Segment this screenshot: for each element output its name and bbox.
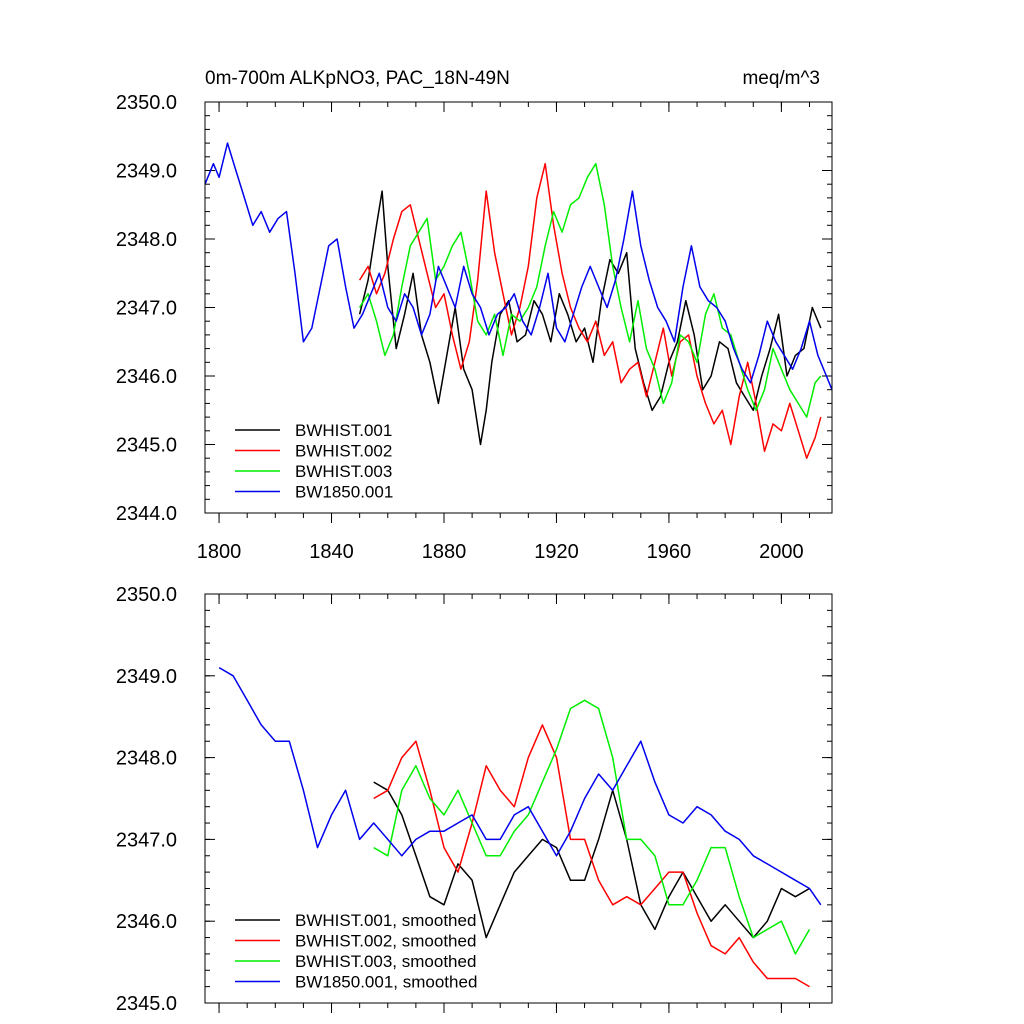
plot-frame <box>204 593 833 1004</box>
y-tick-label: 2346.0 <box>116 911 177 933</box>
y-tick-label: 2348.0 <box>116 748 177 770</box>
y-tick-label: 2349.0 <box>116 161 177 183</box>
legend-label: BW1850.001, smoothed <box>295 973 477 992</box>
y-tick-label: 2345.0 <box>116 435 177 457</box>
series-line <box>358 190 822 446</box>
x-tick-label: 1960 <box>647 541 692 563</box>
y-tick-label: 2345.0 <box>116 993 177 1015</box>
legend-label: BWHIST.003, smoothed <box>295 952 476 971</box>
legend-label: BW1850.001 <box>295 483 393 502</box>
plot-frame <box>204 101 833 514</box>
series-line <box>358 162 822 459</box>
x-tick-label: 1800 <box>197 541 242 563</box>
legend-label: BWHIST.001, smoothed <box>295 911 476 930</box>
y-tick-label: 2350.0 <box>116 584 177 606</box>
chart-title: 0m-700m ALKpNO3, PAC_18N-49N <box>205 68 510 89</box>
y-tick-label: 2350.0 <box>116 92 177 114</box>
y-tick-label: 2346.0 <box>116 366 177 388</box>
series-line <box>204 142 833 390</box>
top-panel: 2344.0 2345.0 2346.0 2347.0 2348.0 2349.0 2350… <box>116 92 833 563</box>
y-tick-label: 2347.0 <box>116 298 177 320</box>
series-line <box>373 724 810 988</box>
y-tick-label: 2344.0 <box>116 503 177 525</box>
y-tick-label: 2347.0 <box>116 829 177 851</box>
x-tick-label: 1920 <box>534 541 579 563</box>
legend-label: BWHIST.003 <box>295 462 392 481</box>
x-tick-label: 2000 <box>759 541 804 563</box>
chart-units: meq/m^3 <box>742 68 820 89</box>
legend-label: BWHIST.001 <box>295 421 392 440</box>
series-line <box>218 666 822 906</box>
x-tick-label: 1840 <box>309 541 354 563</box>
x-tick-label: 1880 <box>422 541 467 563</box>
legend-label: BWHIST.002, smoothed <box>295 932 476 951</box>
bottom-panel: 2345.0 2346.0 2347.0 2348.0 2349.0 2350.0 BWHI… <box>116 584 833 1015</box>
legend-label: BWHIST.002 <box>295 442 392 461</box>
series-line <box>373 699 811 955</box>
y-tick-label: 2348.0 <box>116 229 177 251</box>
y-tick-label: 2349.0 <box>116 666 177 688</box>
